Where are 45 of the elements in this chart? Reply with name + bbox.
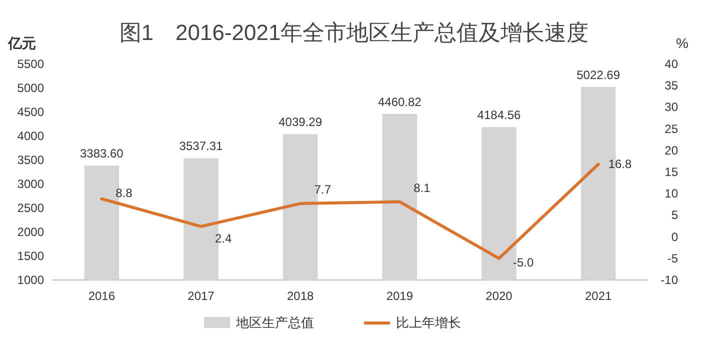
data-label: 4184.56 <box>477 108 522 122</box>
y-tick-label: 2500 <box>17 201 44 215</box>
y-axis-title: 亿元 <box>7 35 36 51</box>
y2-tick-label: 15 <box>664 165 678 179</box>
y2-tick-label: -10 <box>660 273 678 287</box>
y-tick-label: 2000 <box>17 225 44 239</box>
y-tick-label: 1500 <box>17 249 44 263</box>
x-tick-label: 2017 <box>188 289 215 303</box>
y2-tick-label: 0 <box>671 230 678 244</box>
y2-tick-label: -5 <box>667 251 678 266</box>
data-label: 4039.29 <box>278 115 322 130</box>
data-label: 16.8 <box>608 157 632 172</box>
legend-label: 比上年增长 <box>396 315 461 330</box>
line-series <box>100 162 600 260</box>
data-label: 8.1 <box>414 180 431 195</box>
x-tick-label: 2018 <box>286 289 314 303</box>
y-tick-label: 3500 <box>17 153 44 167</box>
x-tick-label: 2020 <box>486 289 513 303</box>
data-label: 3537.31 <box>179 139 224 154</box>
chart-title: 图1 2016-2021年全市地区生产总值及增长速度 <box>119 20 589 45</box>
y2-tick-label: 30 <box>664 100 678 114</box>
data-label: 4460.82 <box>378 94 422 109</box>
y2-axis-title: % <box>676 35 688 51</box>
y-tick-label: 5500 <box>17 57 44 71</box>
data-label: 5022.69 <box>576 68 620 82</box>
y-tick-label: 4000 <box>17 129 44 143</box>
y2-tick-label: 5 <box>671 208 678 222</box>
y2-tick-label: 20 <box>664 143 678 158</box>
y-tick-label: 4500 <box>17 105 44 119</box>
y2-tick-label: 35 <box>664 78 678 93</box>
legend-label: 地区生产总值 <box>235 315 314 330</box>
data-label: 7.7 <box>314 182 332 197</box>
y2-tick-label: 10 <box>664 186 678 201</box>
y2-tick-label: 40 <box>664 57 678 71</box>
data-label: 2.4 <box>215 231 232 246</box>
y-tick-label: 5000 <box>17 81 44 95</box>
data-label: 8.8 <box>116 186 133 200</box>
y-tick-label: 1000 <box>17 273 44 287</box>
x-tick-label: 2019 <box>386 289 414 303</box>
data-label: 3383.60 <box>80 146 124 161</box>
x-tick-label: 2021 <box>584 289 612 303</box>
data-label: -5.0 <box>513 255 534 270</box>
x-tick-label: 2016 <box>88 289 116 303</box>
y-tick-label: 3000 <box>17 177 44 191</box>
y2-tick-label: 25 <box>664 122 678 136</box>
